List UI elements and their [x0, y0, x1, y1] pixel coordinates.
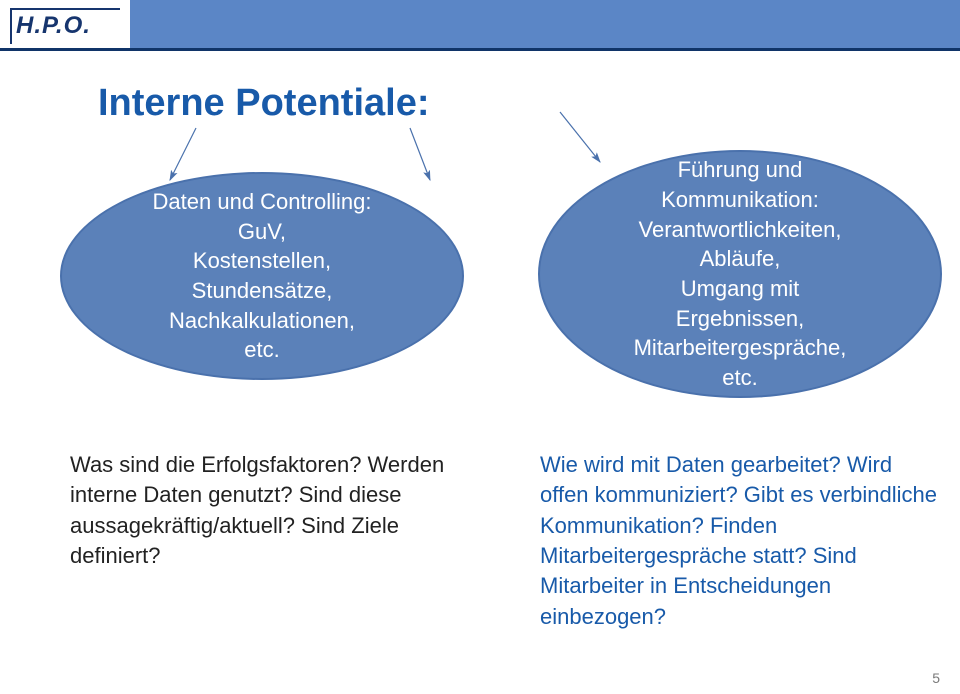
arrow-title-to-left-b — [410, 128, 430, 180]
arrow-title-to-left-a — [170, 128, 196, 180]
ellipse-data-controlling-text: Daten und Controlling:GuV,Kostenstellen,… — [125, 187, 400, 365]
header-bar — [130, 0, 960, 48]
ellipse-fuehrung-kommunikation: Führung undKommunikation:Verantwortlichk… — [538, 150, 942, 398]
ellipse-fuehrung-kommunikation-text: Führung undKommunikation:Verantwortlichk… — [606, 155, 875, 393]
paragraph-daten-arbeit: Wie wird mit Daten gearbeitet? Wird offe… — [540, 450, 940, 632]
paragraph-erfolgsfaktoren: Was sind die Erfolgsfaktoren? Werden int… — [70, 450, 470, 571]
logo-text: H.P.O. — [16, 12, 91, 39]
logo: H.P.O. — [10, 8, 120, 44]
header-rule — [0, 48, 960, 51]
page-number: 5 — [932, 670, 940, 686]
arrow-title-to-right — [560, 112, 600, 162]
page-title: Interne Potentiale: — [98, 82, 430, 125]
ellipse-data-controlling: Daten und Controlling:GuV,Kostenstellen,… — [60, 172, 464, 380]
